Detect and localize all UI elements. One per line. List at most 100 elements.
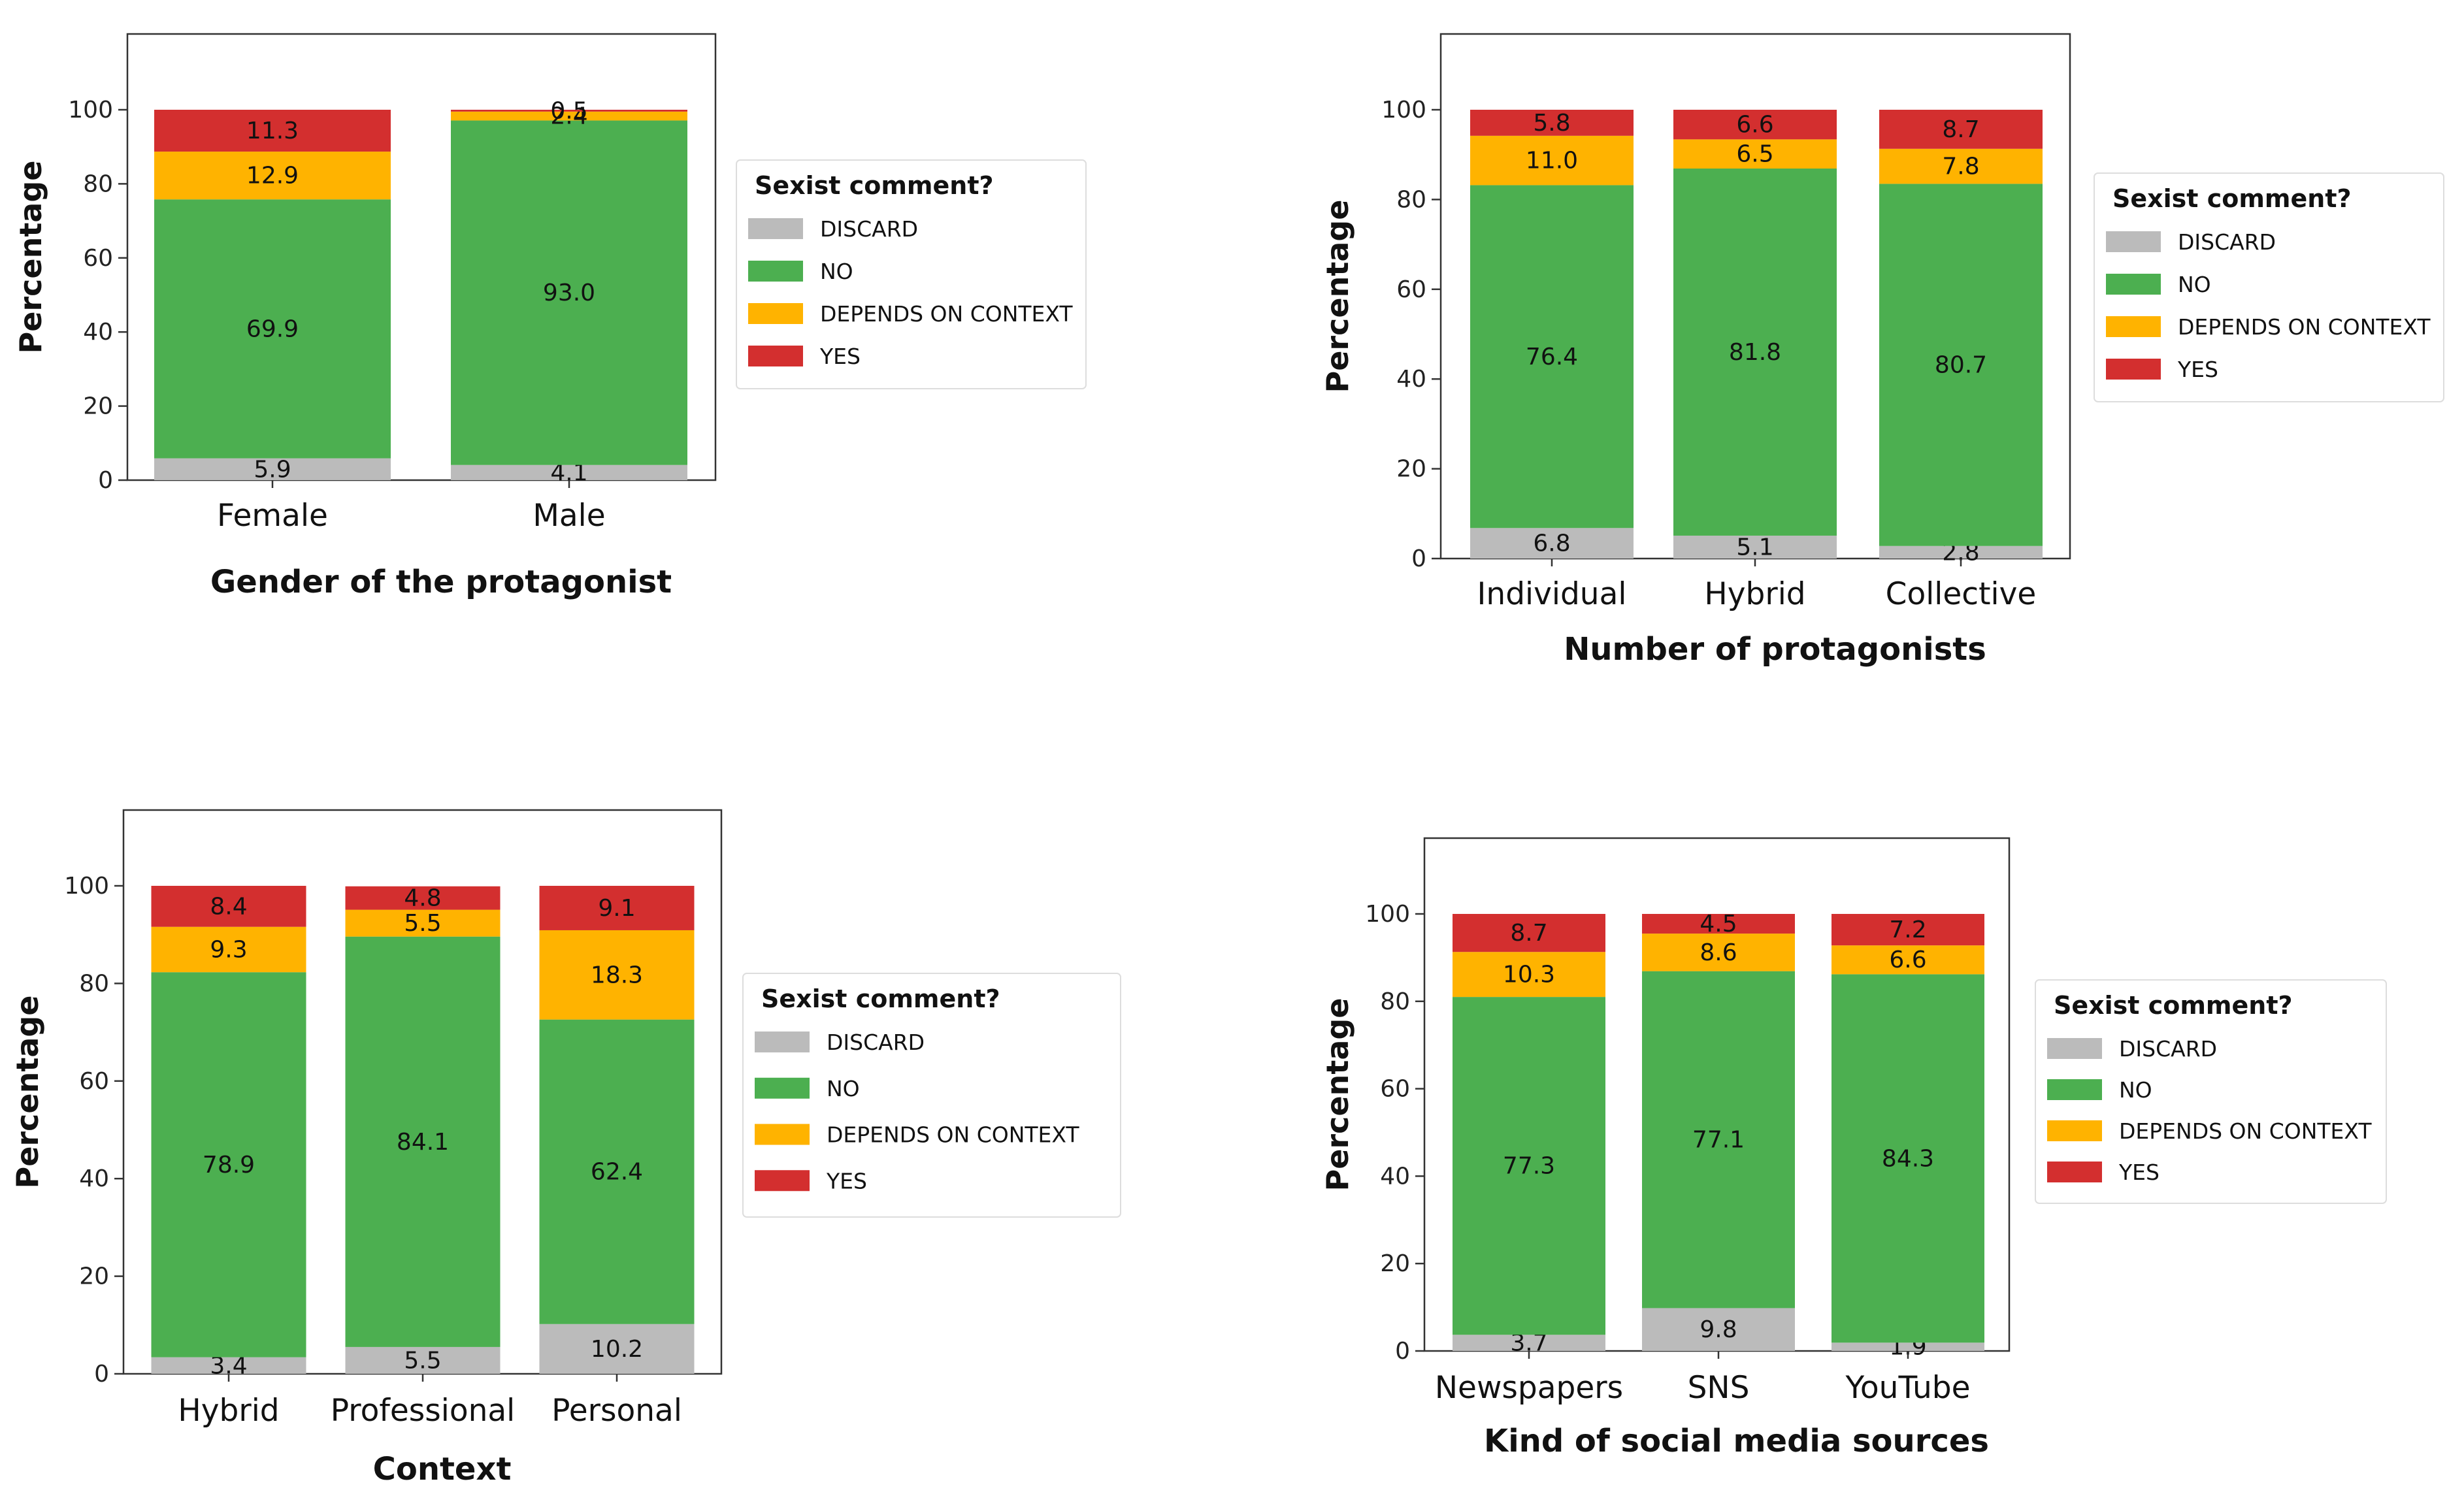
bar-segment-discard-professional [345,1346,501,1374]
data-label-no-collective: 80.7 [1935,352,1987,379]
bar-segment-depends-on-context-collective [1879,148,2043,184]
legend-swatch-discard [755,1032,810,1052]
data-label-no-youtube: 84.3 [1882,1145,1934,1172]
y-tick-label: 60 [1380,1076,1410,1103]
bar-segment-no-youtube [1832,974,1984,1343]
x-tick-label-hybrid: Hybrid [1704,576,1805,612]
legend-swatch-discard [748,218,803,239]
bar-segment-depends-on-context-male [451,111,687,121]
y-tick-label: 20 [79,1263,109,1290]
bar-segment-yes-hybrid [1673,110,1837,140]
legend-swatch-yes [755,1170,810,1192]
bar-segment-yes-youtube [1832,914,1984,946]
bar-segment-yes-sns [1642,914,1795,934]
legend-swatch-discard [2047,1038,2102,1059]
bar-segment-yes-personal [539,886,695,930]
bar-segment-no-professional [345,936,501,1347]
x-tick-label-collective: Collective [1886,576,2037,612]
y-axis-label: Percentage [1320,998,1355,1192]
data-label-depends-on-context-youtube: 6.6 [1889,947,1926,973]
data-label-no-male: 93.0 [543,280,595,306]
legend-label-discard: DISCARD [827,1030,925,1055]
bar-segment-depends-on-context-newspapers [1453,952,1605,998]
data-label-discard-professional: 5.5 [404,1347,441,1374]
bar-segment-depends-on-context-hybrid [1673,139,1837,169]
bar-segment-no-newspapers [1453,997,1605,1335]
y-tick-label: 20 [83,393,113,420]
y-axis-label: Percentage [13,161,48,354]
data-label-depends-on-context-individual: 11.0 [1526,148,1578,174]
bar-segment-yes-female [154,110,391,152]
legend-swatch-yes [2047,1162,2102,1182]
plot-frame [126,33,717,481]
data-label-yes-sns: 4.5 [1700,911,1737,937]
bar-segment-depends-on-context-female [154,152,391,200]
bar-segment-no-hybrid [1673,168,1837,536]
legend: Sexist comment? DISCARD NO DEPENDS ON CONTE… [2094,172,2444,402]
data-label-discard-individual: 6.8 [1533,530,1570,557]
bar-segment-discard-female [154,458,391,480]
data-label-no-hybrid: 78.9 [203,1152,255,1178]
bar-segment-depends-on-context-sns [1642,934,1795,971]
y-tick-label: 40 [1380,1163,1410,1190]
bar-segment-depends-on-context-individual [1470,135,1634,186]
legend-label-no: NO [827,1076,860,1101]
legend-swatch-depends-on-context [2047,1120,2102,1141]
data-label-no-professional: 84.1 [397,1129,449,1156]
data-label-discard-sns: 9.8 [1700,1316,1737,1343]
data-label-yes-professional: 4.8 [404,885,441,912]
data-label-depends-on-context-professional: 5.5 [404,910,441,937]
legend-label-no: NO [2178,272,2211,297]
bar-segment-yes-professional [345,886,501,910]
legend-swatch-yes [748,346,803,366]
bar-segment-discard-individual [1470,528,1634,559]
bar-segment-discard-newspapers [1453,1335,1605,1351]
legend-box [2094,172,2444,402]
bar-segment-depends-on-context-personal [539,930,695,1020]
data-label-no-sns: 77.1 [1692,1127,1745,1154]
chart-panel-4: 020406080100Percentage3.777.310.38.7News… [1320,837,2387,1459]
x-tick-label-individual: Individual [1477,576,1627,612]
chart-panel-3: 020406080100Percentage3.478.99.38.4Hybri… [10,809,1121,1487]
bar-segment-depends-on-context-youtube [1832,945,1984,975]
data-label-no-newspapers: 77.3 [1503,1153,1555,1180]
bar-segment-discard-collective [1879,545,2043,559]
legend-swatch-no [748,261,803,282]
y-tick-label: 80 [1396,186,1426,213]
data-label-yes-individual: 5.8 [1533,110,1570,137]
legend-label-yes: YES [819,344,861,369]
legend-swatch-no [2106,274,2161,295]
legend-label-depends-on-context: DEPENDS ON CONTEXT [2178,314,2431,340]
legend-label-yes: YES [2118,1160,2160,1185]
bar-segment-yes-newspapers [1453,914,1605,952]
data-label-no-personal: 62.4 [591,1159,643,1186]
y-tick-label: 100 [68,97,113,123]
bar-segment-yes-collective [1879,110,2043,149]
legend-title: Sexist comment? [761,984,1000,1013]
data-label-no-hybrid: 81.8 [1729,339,1781,366]
y-tick-label: 0 [98,467,113,494]
legend-label-depends-on-context: DEPENDS ON CONTEXT [827,1122,1079,1148]
legend-label-no: NO [2119,1077,2152,1103]
y-tick-label: 80 [1380,988,1410,1015]
bar-segment-no-hybrid [151,972,306,1357]
data-label-yes-youtube: 7.2 [1889,917,1926,943]
data-label-yes-personal: 9.1 [598,895,635,922]
legend-box [742,973,1121,1218]
data-label-yes-hybrid: 6.6 [1736,112,1773,138]
data-label-discard-personal: 10.2 [591,1336,643,1363]
bar-segment-discard-youtube [1832,1342,1984,1351]
legend-box [736,159,1087,389]
y-tick-label: 60 [79,1068,109,1095]
data-label-yes-collective: 8.7 [1942,116,1979,143]
legend-swatch-depends-on-context [2106,316,2161,337]
legend-title: Sexist comment? [2112,184,2352,213]
y-tick-label: 100 [64,873,109,900]
bar-segment-discard-sns [1642,1308,1795,1351]
legend-swatch-depends-on-context [755,1124,810,1145]
y-tick-label: 40 [79,1165,109,1192]
bar-segment-no-female [154,199,391,459]
data-label-discard-female: 5.9 [254,456,291,483]
bar-segment-no-individual [1470,185,1634,528]
legend-label-discard: DISCARD [2119,1036,2217,1062]
